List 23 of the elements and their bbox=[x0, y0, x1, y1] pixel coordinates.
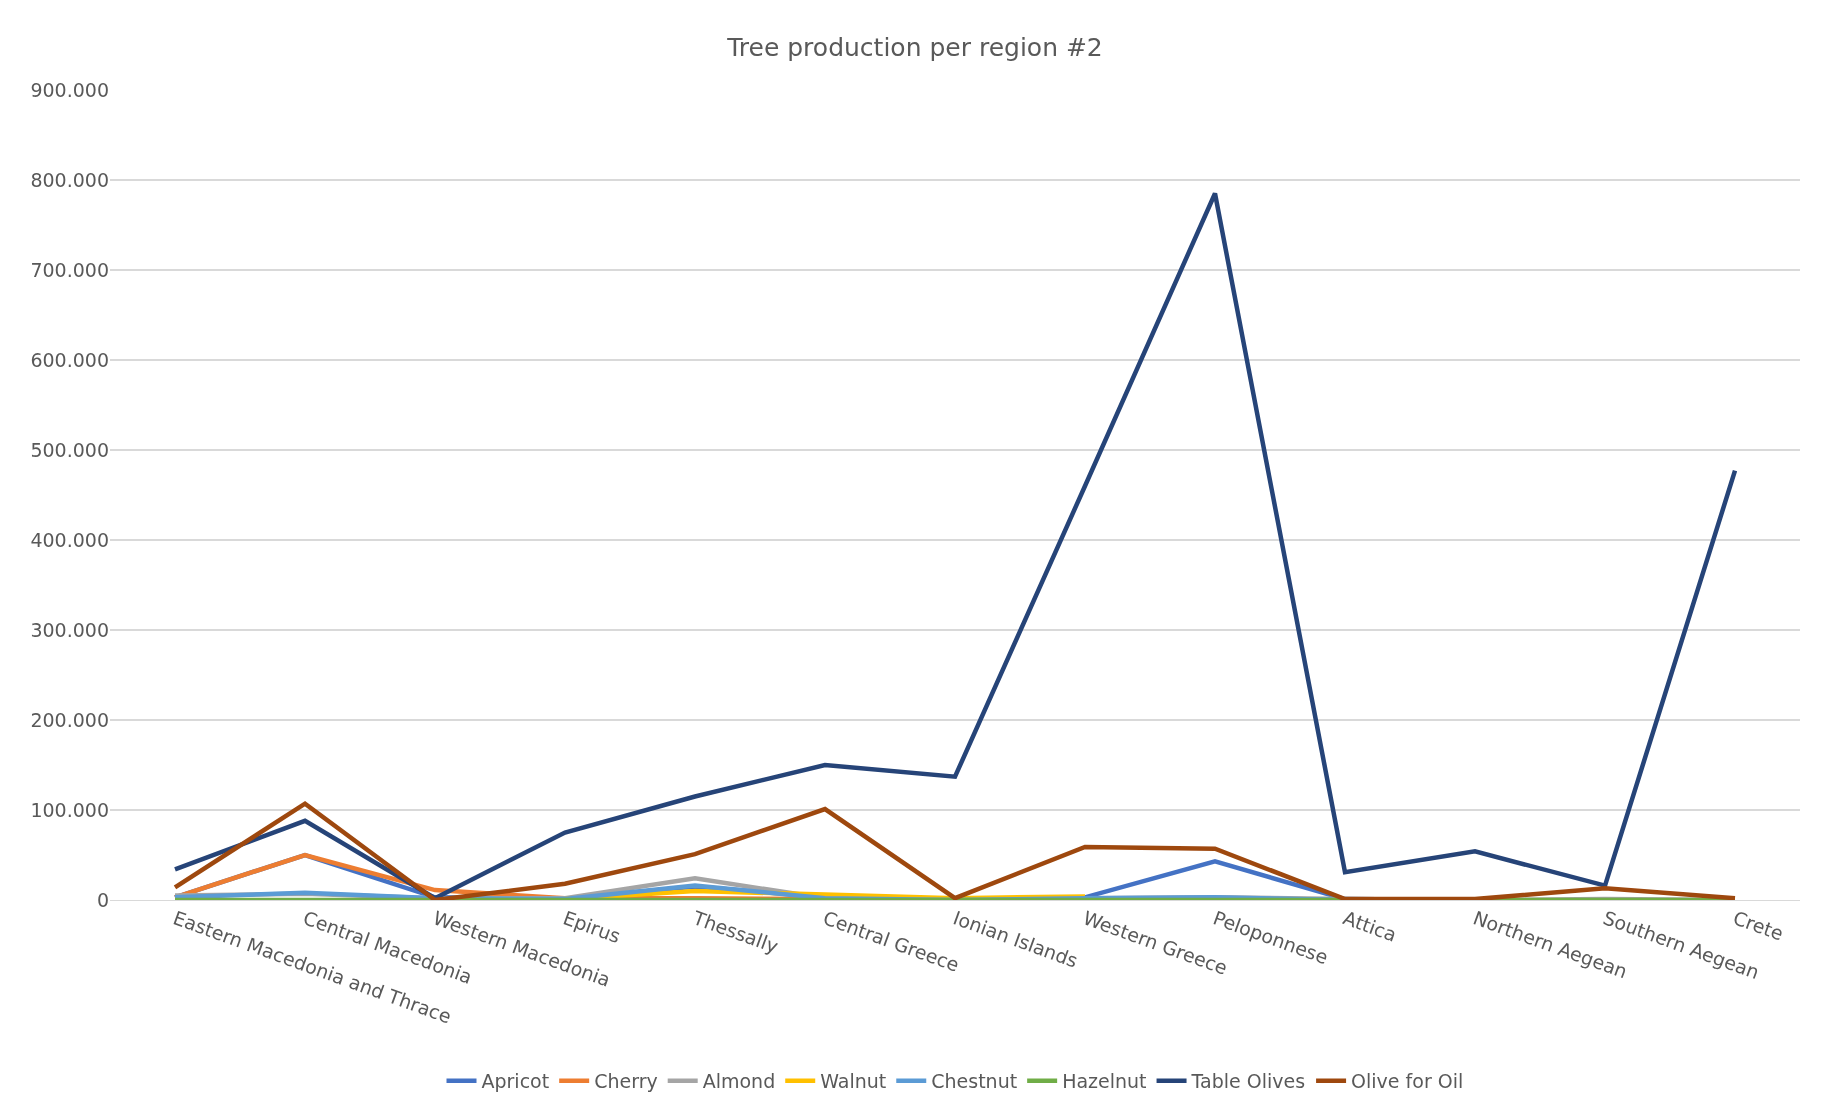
y-tick-label: 400.000 bbox=[30, 528, 109, 551]
legend-label: Cherry bbox=[594, 1070, 658, 1093]
y-tick-label: 200.000 bbox=[30, 708, 109, 731]
legend-label: Olive for Oil bbox=[1351, 1070, 1464, 1093]
legend-label: Table Olives bbox=[1190, 1070, 1306, 1093]
y-tick-label: 900.000 bbox=[30, 78, 109, 101]
line-series bbox=[172, 191, 1738, 900]
y-tick-label: 500.000 bbox=[30, 438, 109, 461]
y-tick-label: 0 bbox=[96, 888, 109, 911]
y-tick-label: 300.000 bbox=[30, 618, 109, 641]
legend-label: Walnut bbox=[820, 1070, 887, 1093]
legend-label: Almond bbox=[702, 1070, 776, 1093]
legend-label: Chestnut bbox=[931, 1070, 1018, 1093]
y-tick-label: 700.000 bbox=[30, 258, 109, 281]
y-tick-label: 600.000 bbox=[30, 348, 109, 371]
x-tick-label: Crete bbox=[1730, 906, 1787, 945]
y-tick-label: 800.000 bbox=[30, 168, 109, 191]
legend-label: Hazelnut bbox=[1062, 1070, 1147, 1093]
y-tick-label: 100.000 bbox=[30, 798, 109, 821]
x-tick-label: Attica bbox=[1340, 906, 1400, 946]
line-series bbox=[172, 801, 1738, 900]
chart-title: Tree production per region #2 bbox=[726, 33, 1103, 63]
legend-label: Apricot bbox=[481, 1070, 550, 1093]
